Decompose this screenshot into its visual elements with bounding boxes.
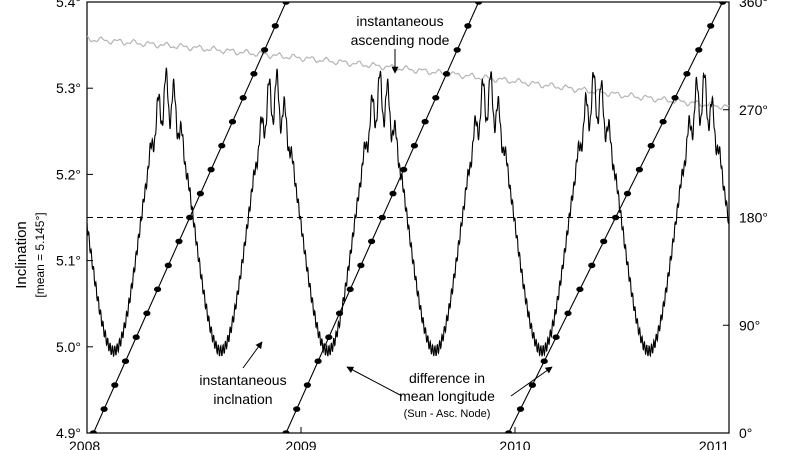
longitude-diff-marker (475, 2, 483, 5)
longitude-diff-marker (143, 310, 151, 317)
longitude-diff-marker (683, 71, 691, 77)
ascending-node-label-line1: instantaneous (356, 13, 443, 29)
longitude-diff-marker (154, 286, 162, 293)
longitude-diff-marker (121, 358, 130, 365)
longitude-diff-marker (505, 430, 513, 433)
longitude-diff-marker (335, 310, 344, 317)
longitude-diff-marker (671, 95, 679, 101)
longitude-diff-marker (635, 166, 644, 173)
longitude-diff-marker (528, 382, 537, 388)
longitude-diff-marker (293, 406, 301, 412)
tick-layer: 4.9° 5.0° 5.1° 5.2° 5.3° 5.4° 0° 90° 180° 270° 360… (56, 0, 768, 450)
longitude-diff-marker (464, 23, 472, 29)
y-axis-subtitle: [mean = 5.145°] (33, 212, 47, 297)
y-tick-label: 5.1° (56, 253, 81, 269)
y-tick-label: 5.0° (56, 339, 81, 355)
longitude-diff-marker (271, 23, 279, 29)
longitude-diff-marker (282, 2, 290, 5)
longitude-diff-arrow-right (510, 366, 553, 397)
y-tick-label: 5.3° (56, 80, 81, 96)
y2-tick-label: 360° (739, 0, 768, 10)
longitude-diff-marker (695, 47, 703, 53)
y-tick-label: 5.2° (56, 166, 81, 182)
annotation-arrows (242, 49, 553, 397)
series-layer (87, 2, 729, 433)
longitude-diff-marker (89, 430, 97, 433)
longitude-diff-marker (186, 214, 194, 221)
longitude-diff-marker (303, 382, 311, 388)
longitude-diff-label-line3: (Sun - Asc. Node) (404, 408, 491, 420)
longitude-diff-marker (207, 166, 215, 173)
longitude-diff-marker (175, 238, 183, 245)
longitude-diff-marker (357, 262, 365, 269)
longitude-diff-marker (325, 334, 333, 341)
longitude-diff-marker (314, 358, 322, 365)
longitude-diff-marker (588, 262, 596, 269)
y2-tick-label: 270° (739, 102, 768, 118)
x-tick-label: 2008 (69, 438, 100, 450)
x-tick-label: 2009 (285, 438, 316, 450)
longitude-diff-marker (400, 166, 408, 173)
longitude-diff-marker (378, 214, 386, 221)
longitude-diff-marker (132, 334, 140, 341)
ascending-node-line (87, 35, 729, 111)
longitude-diff-marker (100, 406, 108, 412)
longitude-diff-marker (707, 23, 715, 29)
longitude-diff-marker (432, 95, 440, 101)
longitude-diff-marker (111, 382, 119, 388)
longitude-diff-marker (442, 71, 451, 77)
longitude-diff-marker (282, 430, 290, 433)
y-tick-label: 5.4° (56, 0, 81, 10)
longitude-diff-marker (647, 142, 655, 149)
y-axis-title: Inclination (13, 221, 30, 289)
ascending-node-label-line2: ascending node (351, 32, 450, 48)
longitude-diff-marker (659, 118, 667, 125)
longitude-diff-marker (453, 47, 461, 53)
longitude-diff-marker (218, 142, 226, 149)
longitude-diff-marker (516, 406, 525, 412)
longitude-diff-marker (600, 238, 608, 245)
series-clip-group (87, 2, 729, 433)
longitude-diff-marker (250, 71, 258, 77)
longitude-diff-marker (164, 262, 172, 269)
longitude-diff-marker (346, 286, 354, 293)
longitude-diff-marker (576, 286, 584, 293)
longitude-diff-label-line1: difference in (409, 370, 485, 386)
longitude-diff-marker (196, 190, 204, 197)
y-tick-label: 4.9° (56, 425, 81, 441)
longitude-diff-marker (421, 118, 429, 125)
inclination-label-line2: inclnation (213, 391, 272, 407)
longitude-diff-marker (719, 2, 727, 5)
longitude-diff-marker (410, 142, 418, 149)
longitude-diff-arrow-left (346, 366, 403, 397)
y2-tick-label: 0° (739, 425, 752, 441)
longitude-diff-marker (540, 358, 548, 365)
longitude-diff-marker (389, 190, 397, 197)
longitude-diff-marker (612, 214, 620, 221)
longitude-diff-marker (228, 118, 237, 125)
y2-tick-label: 180° (739, 210, 768, 226)
inclination-line (87, 67, 729, 358)
longitude-diff-marker (564, 310, 572, 317)
longitude-diff-marker (623, 190, 632, 197)
inclination-arrow (242, 341, 263, 369)
longitude-diff-label-line2: mean longitude (399, 388, 495, 404)
inclination-label-line1: instantaneous (199, 372, 286, 388)
x-tick-label: 2010 (499, 438, 530, 450)
longitude-diff-marker (239, 95, 247, 101)
longitude-diff-marker (261, 47, 269, 53)
x-tick-label: 2011 (699, 438, 729, 450)
longitude-diff-marker (368, 238, 376, 245)
longitude-diff-marker (552, 334, 560, 341)
y2-tick-label: 90° (739, 317, 760, 333)
